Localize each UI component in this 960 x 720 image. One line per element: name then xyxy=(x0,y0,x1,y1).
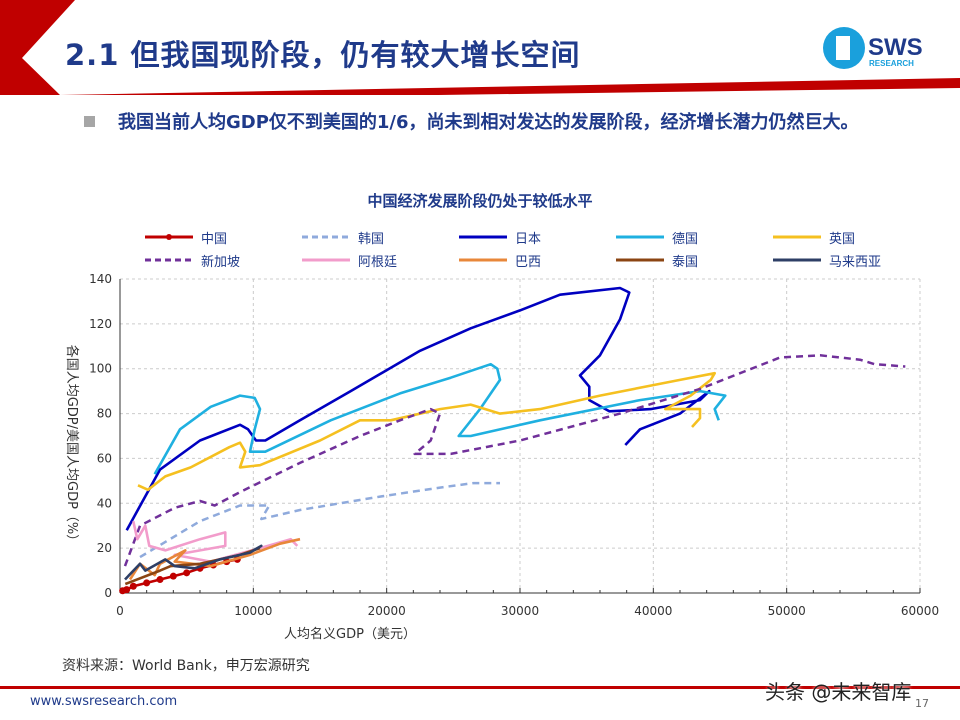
legend-label: 韩国 xyxy=(358,231,385,247)
svg-text:RESEARCH: RESEARCH xyxy=(869,59,914,68)
legend-swatch xyxy=(616,258,664,262)
intro-text: 我国当前人均GDP仅不到美国的1/6，尚未到相对发达的发展阶段，经济增长潜力仍然… xyxy=(118,112,859,133)
x-tick-label: 50000 xyxy=(768,604,806,618)
y-tick-label: 0 xyxy=(104,586,112,600)
legend-item: 新加坡 xyxy=(145,253,302,270)
legend-swatch xyxy=(302,235,350,239)
series-line-5 xyxy=(123,354,906,567)
legend-label: 马来西亚 xyxy=(829,254,882,270)
series-line-4 xyxy=(137,371,716,492)
legend-item: 德国 xyxy=(616,230,773,247)
page-number: 17 xyxy=(915,697,929,710)
x-tick-label: 60000 xyxy=(901,604,939,618)
legend-label: 日本 xyxy=(515,231,542,247)
legend-swatch xyxy=(302,258,350,262)
y-tick-label: 80 xyxy=(97,407,112,421)
legend-swatch xyxy=(145,234,193,240)
legend-swatch xyxy=(773,235,821,239)
legend-swatch xyxy=(616,235,664,239)
header-banner xyxy=(0,0,960,95)
legend-swatch xyxy=(459,258,507,262)
x-axis-label: 人均名义GDP（美元） xyxy=(284,626,416,642)
y-axis-label: 各国人均GDP/美国人均GDP（%） xyxy=(64,345,80,548)
series-line-1 xyxy=(139,481,500,559)
legend-label: 中国 xyxy=(201,231,228,247)
y-tick-label: 140 xyxy=(89,272,112,286)
legend-label: 新加坡 xyxy=(201,254,241,270)
data-point xyxy=(183,569,191,577)
footer-divider xyxy=(0,686,960,689)
series-line-3 xyxy=(153,362,727,475)
x-tick-label: 10000 xyxy=(234,604,272,618)
data-point xyxy=(169,572,177,580)
chart-title: 中国经济发展阶段仍处于较低水平 xyxy=(367,192,593,210)
legend-item: 韩国 xyxy=(302,230,459,247)
x-tick-label: 0 xyxy=(116,604,124,618)
data-point xyxy=(129,582,137,590)
x-tick-label: 30000 xyxy=(501,604,539,618)
bullet-icon xyxy=(84,116,95,127)
y-tick-label: 40 xyxy=(97,496,112,510)
source-note: 资料来源：World Bank，申万宏源研究 xyxy=(62,658,310,674)
legend-swatch xyxy=(145,258,193,262)
legend-swatch xyxy=(459,235,507,239)
legend-item: 中国 xyxy=(145,230,302,247)
legend-item: 日本 xyxy=(459,230,616,247)
data-point xyxy=(143,579,151,587)
series-line-2 xyxy=(125,286,711,531)
legend-item: 马来西亚 xyxy=(773,253,930,270)
legend-item: 英国 xyxy=(773,230,930,247)
legend-swatch xyxy=(773,258,821,262)
x-tick-label: 40000 xyxy=(634,604,672,618)
legend-label: 英国 xyxy=(829,231,856,247)
series-line-6 xyxy=(132,520,299,563)
data-point xyxy=(156,576,164,584)
legend-label: 阿根廷 xyxy=(358,254,398,270)
legend-item: 阿根廷 xyxy=(302,253,459,270)
website-link[interactable]: www.swsresearch.com xyxy=(30,694,178,709)
page-title: 2.1 但我国现阶段，仍有较大增长空间 xyxy=(65,38,581,72)
legend-item: 泰国 xyxy=(616,253,773,270)
chart-legend: 中国 韩国 日本 德国 英国新加坡 阿根廷 巴西 泰国 马来西亚 xyxy=(145,230,925,270)
legend-item: 巴西 xyxy=(459,253,616,270)
series-line-9 xyxy=(124,544,263,581)
watermark: 头条 @未来智库 xyxy=(765,680,912,704)
legend-label: 泰国 xyxy=(672,254,699,270)
y-tick-label: 60 xyxy=(97,451,112,465)
legend-label: 德国 xyxy=(672,231,699,247)
y-tick-label: 20 xyxy=(97,541,112,555)
y-tick-label: 120 xyxy=(89,317,112,331)
legend-label: 巴西 xyxy=(515,254,542,270)
sws-logo: SWS RESEARCH xyxy=(823,27,923,69)
svg-text:SWS: SWS xyxy=(868,34,923,61)
data-point xyxy=(123,586,131,594)
y-tick-label: 100 xyxy=(89,362,112,376)
x-tick-label: 20000 xyxy=(368,604,406,618)
